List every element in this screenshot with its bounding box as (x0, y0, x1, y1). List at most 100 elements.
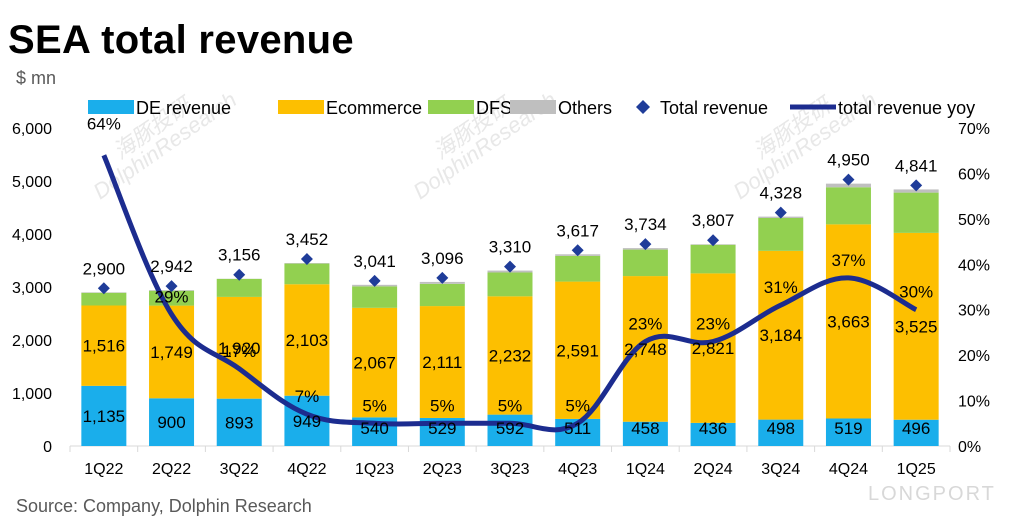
yoy-data-label: 64% (87, 114, 121, 133)
yoy-data-label: 5% (565, 396, 590, 415)
ecommerce-data-label: 1,920 (218, 339, 261, 358)
x-tick-label: 4Q24 (829, 461, 868, 478)
ecommerce-data-label: 1,749 (150, 343, 193, 362)
ecommerce-bar (284, 284, 330, 396)
total-revenue-label: 3,156 (218, 246, 261, 265)
dfs-bar (352, 286, 398, 308)
total-revenue-label: 4,950 (827, 151, 870, 170)
yoy-data-label: 37% (831, 251, 865, 270)
legend-swatch (510, 100, 556, 114)
de-data-label: 511 (564, 419, 591, 438)
total-revenue-label: 3,041 (353, 252, 396, 271)
x-tick-label: 1Q22 (84, 461, 123, 478)
total-revenue-label: 3,310 (489, 238, 532, 257)
total-revenue-marker (707, 234, 720, 247)
ecommerce-data-label: 3,663 (827, 312, 870, 331)
legend-swatch (88, 100, 134, 114)
de-revenue-bar (81, 385, 127, 446)
legend-label: Others (558, 98, 612, 118)
y2-tick-label: 40% (958, 257, 990, 274)
de-revenue-bar (487, 414, 533, 446)
y-tick-label: 4,000 (12, 227, 52, 244)
y2-tick-label: 60% (958, 166, 990, 183)
legend: DE revenue Ecommerce DFS Others Total revenu… (88, 98, 975, 118)
de-revenue-bar (690, 422, 736, 446)
x-tick-label: 2Q23 (423, 461, 462, 478)
yoy-data-label: 5% (362, 396, 387, 415)
unit-label: $ mn (16, 68, 57, 88)
dfs-bar (216, 278, 262, 297)
total-revenue-label: 3,807 (692, 211, 735, 230)
watermark-brand: LONGPORT (868, 483, 996, 505)
total-revenue-marker (910, 179, 923, 192)
yoy-data-label: 5% (430, 396, 455, 415)
total-revenue-marker (842, 173, 855, 186)
ecommerce-bar (622, 276, 668, 422)
dfs-bar (893, 192, 939, 233)
de-data-label: 496 (902, 419, 930, 438)
yoy-data-label: 29% (155, 287, 189, 306)
dfs-bar (555, 255, 601, 282)
x-tick-label: 4Q22 (287, 461, 326, 478)
legend-label: Total revenue (660, 98, 768, 118)
y2-tick-label: 0% (958, 439, 981, 456)
yoy-data-label: 23% (696, 315, 730, 334)
x-tick-label: 2Q24 (694, 461, 733, 478)
source-note: Source: Company, Dolphin Research (16, 496, 312, 516)
de-data-label: 949 (293, 412, 321, 431)
ecommerce-data-label: 2,111 (422, 353, 462, 372)
de-data-label: 592 (496, 419, 524, 438)
total-revenue-marker (300, 253, 313, 266)
de-data-label: 900 (157, 413, 185, 432)
ecommerce-data-label: 2,821 (692, 339, 735, 358)
total-revenue-marker (639, 238, 652, 251)
legend-label: DE revenue (136, 98, 231, 118)
ecommerce-bar (555, 281, 601, 419)
legend-swatch (278, 100, 324, 114)
dfs-bar (419, 283, 465, 307)
dfs-bar (690, 244, 736, 274)
y2-tick-label: 50% (958, 212, 990, 229)
total-revenue-marker (165, 280, 178, 293)
ecommerce-bar (758, 250, 804, 420)
ecommerce-data-label: 2,067 (353, 354, 396, 373)
de-data-label: 458 (631, 419, 659, 438)
y-tick-label: 1,000 (12, 386, 52, 403)
total-revenue-marker (436, 271, 449, 284)
ecommerce-bar (893, 232, 939, 420)
dfs-bar (81, 292, 127, 306)
y2-tick-label: 10% (958, 394, 990, 411)
x-tick-label: 1Q24 (626, 461, 665, 478)
de-data-label: 436 (699, 419, 727, 438)
total-revenue-label: 3,617 (556, 221, 599, 240)
y2-tick-label: 30% (958, 303, 990, 320)
yoy-data-label: 7% (295, 387, 320, 406)
x-tick-label: 4Q23 (558, 461, 597, 478)
y-tick-label: 3,000 (12, 280, 52, 297)
de-revenue-bar (758, 419, 804, 446)
de-data-label: 893 (225, 413, 253, 432)
x-tick-label: 3Q22 (220, 461, 259, 478)
total-revenue-marker (368, 274, 381, 287)
de-revenue-bar (216, 398, 262, 446)
legend-label: Ecommerce (326, 98, 422, 118)
legend-label: total revenue yoy (838, 98, 975, 118)
yoy-data-label: 5% (498, 396, 523, 415)
de-data-label: 519 (834, 419, 862, 438)
x-tick-label: 3Q24 (761, 461, 800, 478)
yoy-data-label: 17% (222, 342, 256, 361)
ecommerce-data-label: 1,516 (83, 337, 126, 356)
total-revenue-label: 4,328 (759, 184, 802, 203)
y-tick-label: 0 (43, 439, 52, 456)
de-revenue-bar (893, 419, 939, 446)
de-data-label: 540 (360, 419, 388, 438)
dfs-bar (758, 217, 804, 251)
y-tick-label: 6,000 (12, 121, 52, 138)
total-revenue-marker (504, 260, 516, 273)
legend-swatch (428, 100, 474, 114)
x-tick-label: 1Q25 (897, 461, 936, 478)
total-revenue-marker (774, 206, 787, 219)
ecommerce-bar (149, 305, 195, 399)
legend-swatch (636, 100, 650, 114)
ecommerce-data-label: 2,748 (624, 340, 667, 359)
